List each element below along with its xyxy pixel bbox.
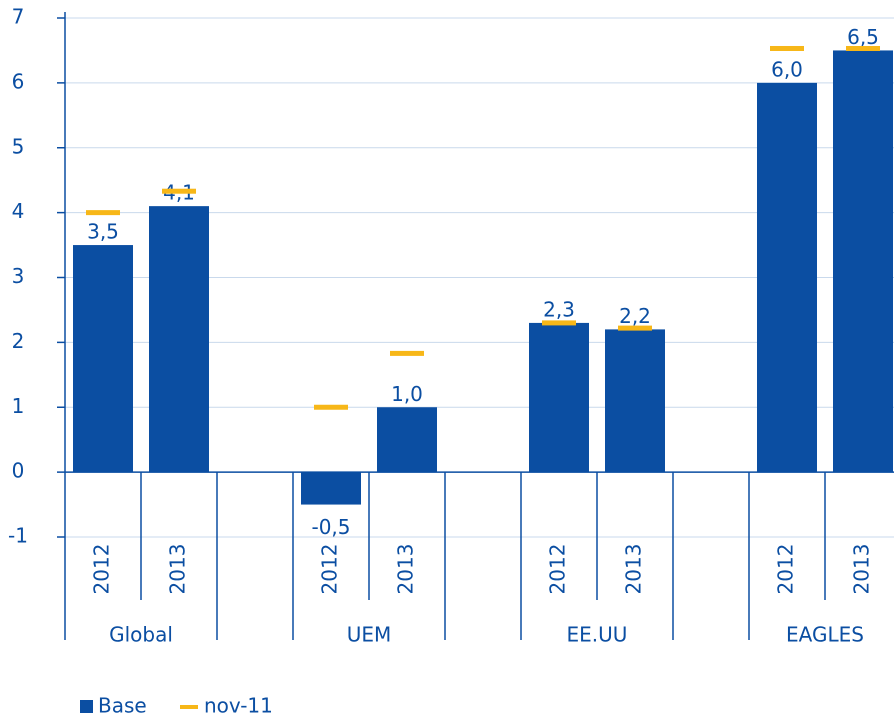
marker	[390, 350, 424, 356]
marker	[542, 320, 576, 326]
x-tick-label: 2012	[318, 544, 342, 595]
group-label: EE.UU	[567, 623, 628, 647]
bar	[149, 206, 209, 473]
marker	[618, 325, 652, 331]
legend-swatch	[180, 705, 198, 709]
bar	[757, 82, 817, 473]
y-tick-label: 7	[12, 5, 25, 29]
legend-label: Base	[98, 694, 147, 718]
legend-label: nov-11	[204, 694, 273, 718]
marker	[770, 45, 804, 51]
y-tick-label: 0	[12, 459, 25, 483]
bar	[73, 245, 133, 473]
group-label: EAGLES	[786, 623, 864, 647]
x-tick-label: 2013	[622, 544, 646, 595]
x-tick-label: 2013	[166, 544, 190, 595]
y-tick-label: 3	[12, 264, 25, 288]
x-tick-label: 2012	[90, 544, 114, 595]
marker	[314, 404, 348, 410]
value-label: 2,3	[543, 297, 575, 321]
value-label: 1,0	[391, 382, 423, 406]
marker	[162, 188, 196, 194]
x-tick-label: 2012	[546, 544, 570, 595]
marker	[86, 210, 120, 216]
bar	[833, 50, 893, 473]
y-tick-label: 2	[12, 329, 25, 353]
bar	[605, 329, 665, 473]
legend-swatch	[80, 700, 93, 713]
value-label: 6,5	[847, 25, 879, 49]
y-tick-label: -1	[8, 524, 28, 548]
value-label: 6,0	[771, 57, 803, 81]
bar	[529, 322, 589, 473]
x-tick-label: 2013	[394, 544, 418, 595]
group-label: Global	[109, 623, 173, 647]
y-tick-label: 6	[12, 69, 25, 93]
bar	[377, 407, 437, 473]
value-label: 2,2	[619, 304, 651, 328]
y-tick-label: 4	[12, 199, 25, 223]
x-tick-label: 2012	[774, 544, 798, 595]
value-label: 3,5	[87, 220, 119, 244]
x-tick-label: 2013	[850, 544, 874, 595]
bar	[301, 472, 361, 505]
marker	[846, 45, 880, 51]
value-label: -0,5	[311, 515, 350, 539]
y-tick-label: 5	[12, 134, 25, 158]
group-label: UEM	[347, 623, 392, 647]
y-tick-label: 1	[12, 394, 25, 418]
